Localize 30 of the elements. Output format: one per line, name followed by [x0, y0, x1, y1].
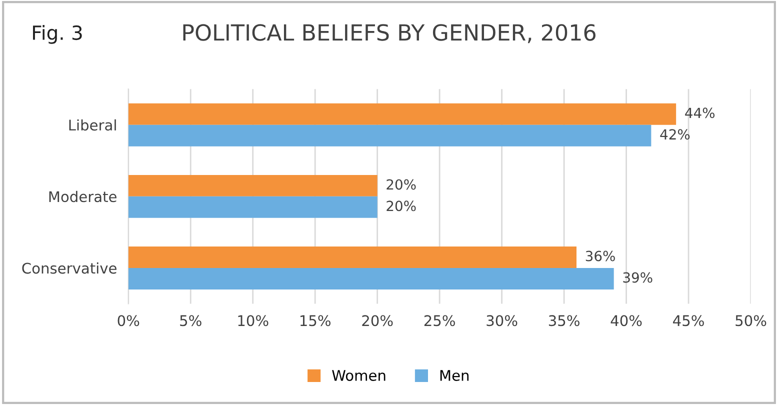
bar [128, 246, 576, 268]
bar [128, 124, 652, 146]
data-label: 44% [685, 108, 715, 118]
x-tick-label: 50% [736, 315, 766, 326]
data-label: 20% [386, 200, 416, 212]
data-label: 20% [386, 179, 416, 190]
caption: Fig. 3 [33, 25, 82, 44]
chart-title: POLITICAL BELIEFS BY GENDER, 2016 [183, 24, 596, 44]
legend-label: Men [440, 370, 469, 381]
y-tick-label: Conservative [22, 262, 116, 274]
x-tick-label: 35% [548, 315, 580, 326]
data-label: 36% [586, 250, 615, 262]
x-tick-label: 30% [486, 315, 518, 326]
x-tick-label: 10% [238, 315, 268, 326]
x-tick-label: 45% [673, 315, 704, 326]
bar [128, 196, 378, 218]
x-tick-label: 25% [424, 315, 455, 326]
bar [128, 174, 378, 196]
data-label: 42% [660, 129, 690, 140]
x-tick-label: 15% [300, 315, 330, 326]
x-tick-label: 20% [362, 315, 393, 326]
x-tick-label: 0% [118, 315, 140, 326]
data-label: 39% [623, 272, 652, 283]
y-tick-label: Liberal [69, 119, 116, 131]
bar [128, 103, 676, 125]
legend-label: Women [332, 370, 386, 381]
x-tick-label: 40% [610, 315, 642, 326]
x-tick-label: 5% [180, 315, 202, 326]
y-tick-label: Moderate [49, 190, 116, 202]
bar [128, 268, 614, 290]
